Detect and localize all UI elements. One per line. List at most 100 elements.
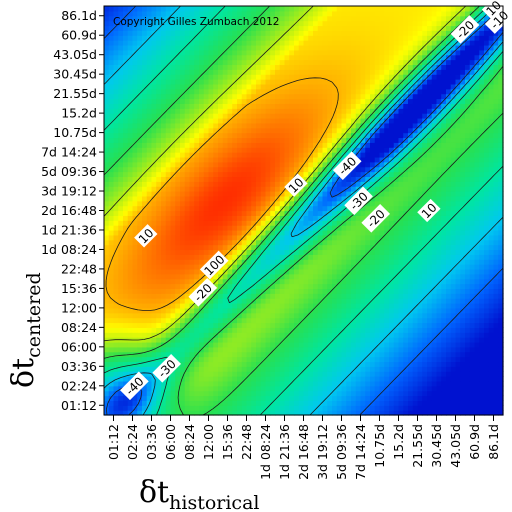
- heatmap-cell: [161, 161, 167, 168]
- heatmap-cell: [246, 108, 252, 114]
- heatmap-cell: [113, 30, 119, 36]
- heatmap-cell: [189, 385, 195, 392]
- heatmap-cell: [203, 332, 210, 338]
- heatmap-cell: [294, 366, 300, 372]
- heatmap-cell: [246, 156, 252, 163]
- heatmap-cell: [194, 361, 200, 367]
- heatmap-cell: [151, 117, 157, 124]
- heatmap-cell: [127, 239, 134, 246]
- heatmap-cell: [265, 371, 271, 377]
- heatmap-cell: [346, 176, 352, 182]
- heatmap-cell: [284, 356, 290, 363]
- heatmap-cell: [123, 6, 129, 12]
- heatmap-cell: [379, 30, 385, 36]
- heatmap-cell: [180, 59, 186, 66]
- heatmap-cell: [132, 176, 138, 182]
- heatmap-cell: [298, 317, 305, 324]
- heatmap-cell: [194, 108, 200, 114]
- heatmap-cell: [246, 225, 252, 231]
- heatmap-cell: [256, 191, 262, 197]
- heatmap-cell: [327, 44, 333, 51]
- heatmap-cell: [265, 215, 271, 221]
- heatmap-cell: [156, 152, 162, 158]
- heatmap-cell: [165, 234, 172, 241]
- heatmap-cell: [336, 20, 343, 27]
- heatmap-cell: [203, 88, 210, 95]
- heatmap-cell: [222, 69, 229, 75]
- heatmap-cell: [270, 166, 276, 173]
- heatmap-cell: [341, 346, 347, 353]
- heatmap-cell: [146, 298, 153, 304]
- heatmap-cell: [113, 244, 119, 251]
- heatmap-cell: [189, 20, 195, 27]
- heatmap-cell: [180, 400, 186, 406]
- heatmap-cell: [175, 88, 181, 95]
- heatmap-cell: [203, 405, 210, 411]
- heatmap-cell: [346, 254, 352, 260]
- heatmap-cell: [246, 113, 252, 119]
- heatmap-cell: [322, 142, 328, 148]
- heatmap-cell: [379, 239, 385, 246]
- heatmap-cell: [317, 83, 324, 90]
- heatmap-cell: [132, 142, 138, 148]
- heatmap-cell: [127, 176, 134, 182]
- heatmap-cell: [284, 127, 290, 134]
- heatmap-cell: [370, 122, 376, 129]
- heatmap-cell: [265, 303, 271, 309]
- heatmap-cell: [208, 220, 214, 226]
- heatmap-cell: [246, 322, 252, 328]
- heatmap-cell: [332, 273, 338, 280]
- heatmap-cell: [123, 147, 129, 153]
- heatmap-cell: [260, 171, 267, 178]
- heatmap-cell: [208, 74, 214, 80]
- heatmap-cell: [213, 93, 219, 100]
- heatmap-cell: [260, 137, 267, 143]
- heatmap-cell: [270, 283, 276, 290]
- heatmap-cell: [118, 161, 124, 168]
- heatmap-cell: [151, 307, 157, 314]
- heatmap-cell: [180, 98, 186, 104]
- heatmap-cell: [237, 346, 243, 353]
- heatmap-cell: [341, 176, 347, 182]
- heatmap-cell: [227, 30, 233, 36]
- heatmap-cell: [294, 205, 300, 212]
- heatmap-cell: [379, 264, 385, 270]
- heatmap-cell: [118, 371, 124, 377]
- heatmap-cell: [341, 122, 347, 129]
- heatmap-cell: [308, 278, 314, 285]
- heatmap-cell: [161, 171, 167, 178]
- heatmap-cell: [113, 15, 119, 22]
- heatmap-cell: [270, 332, 276, 338]
- heatmap-cell: [256, 49, 262, 56]
- heatmap-cell: [379, 88, 385, 95]
- heatmap-cell: [203, 79, 210, 85]
- heatmap-cell: [222, 341, 229, 348]
- heatmap-cell: [370, 249, 376, 255]
- heatmap-cell: [265, 283, 271, 290]
- heatmap-cell: [232, 273, 238, 280]
- heatmap-cell: [256, 298, 262, 304]
- heatmap-cell: [379, 6, 385, 12]
- heatmap-cell: [118, 10, 124, 17]
- heatmap-cell: [156, 132, 162, 139]
- heatmap-cell: [203, 234, 210, 241]
- heatmap-cell: [132, 410, 138, 416]
- heatmap-cell: [241, 220, 248, 226]
- heatmap-cell: [251, 278, 257, 285]
- heatmap-cell: [332, 122, 338, 129]
- heatmap-cell: [246, 69, 252, 75]
- heatmap-cell: [351, 400, 357, 406]
- heatmap-cell: [170, 337, 176, 343]
- heatmap-cell: [251, 268, 257, 275]
- heatmap-cell: [279, 400, 286, 406]
- heatmap-cell: [123, 122, 129, 129]
- heatmap-cell: [256, 341, 262, 348]
- heatmap-cell: [294, 376, 300, 382]
- heatmap-cell: [260, 307, 267, 314]
- heatmap-cell: [137, 264, 143, 270]
- heatmap-cell: [317, 288, 324, 294]
- heatmap-cell: [184, 220, 191, 226]
- heatmap-cell: [208, 356, 214, 363]
- heatmap-cell: [365, 332, 371, 338]
- heatmap-cell: [132, 303, 138, 309]
